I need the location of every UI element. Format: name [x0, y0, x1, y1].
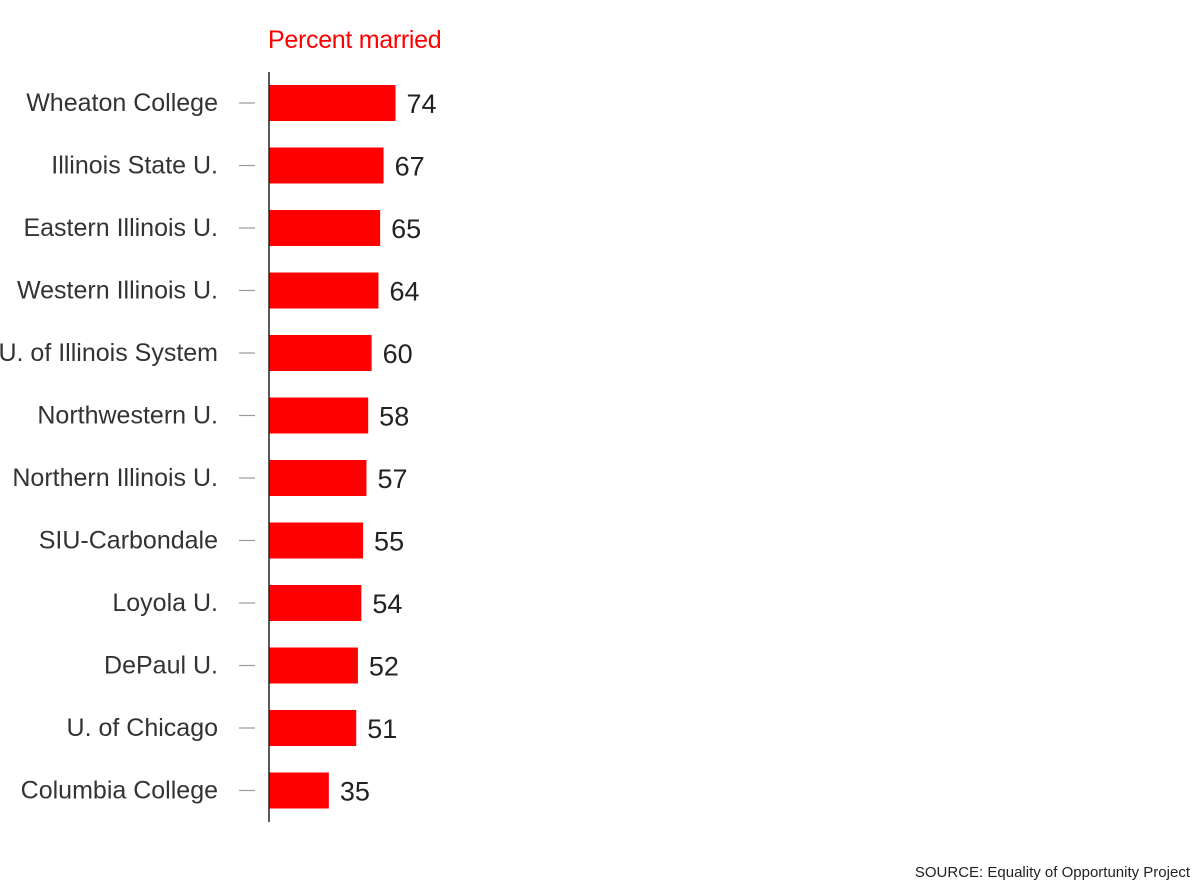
- bar: [269, 647, 358, 684]
- category-label: DePaul U.: [104, 652, 218, 680]
- bar: [269, 522, 364, 559]
- bar: [269, 710, 357, 746]
- category-label: Illinois State U.: [51, 152, 218, 180]
- value-label: 57: [377, 464, 407, 494]
- value-label: 74: [407, 89, 437, 119]
- bar: [269, 210, 381, 246]
- category-label: Eastern Illinois U.: [23, 214, 218, 242]
- bar: [269, 772, 329, 809]
- value-label: 67: [395, 152, 425, 182]
- value-label: 58: [379, 402, 409, 432]
- category-label: Wheaton College: [26, 89, 218, 117]
- value-label: 35: [340, 777, 370, 807]
- bar: [269, 147, 384, 184]
- bar: [269, 85, 396, 121]
- value-label: 51: [367, 714, 397, 744]
- bar: [269, 585, 362, 621]
- category-label: Western Illinois U.: [17, 277, 218, 305]
- value-label: 64: [389, 277, 419, 307]
- value-label: 54: [372, 589, 402, 619]
- category-label: SIU-Carbondale: [39, 527, 218, 555]
- bar: [269, 397, 369, 434]
- source-note: SOURCE: Equality of Opportunity Project: [914, 864, 1190, 881]
- value-label: 52: [369, 652, 399, 682]
- value-label: 60: [383, 339, 413, 369]
- value-label: 55: [374, 527, 404, 557]
- bar: [269, 272, 379, 309]
- category-label: Northern Illinois U.: [12, 464, 218, 492]
- chart-title: Percent married: [268, 26, 442, 54]
- category-label: Northwestern U.: [37, 402, 218, 430]
- category-label: Columbia College: [21, 777, 218, 805]
- category-label: U. of Chicago: [67, 714, 218, 742]
- category-label: Loyola U.: [112, 589, 218, 617]
- value-label: 65: [391, 214, 421, 244]
- bar: [269, 335, 372, 371]
- category-label: U. of Illinois System: [0, 339, 218, 367]
- bar: [269, 460, 367, 496]
